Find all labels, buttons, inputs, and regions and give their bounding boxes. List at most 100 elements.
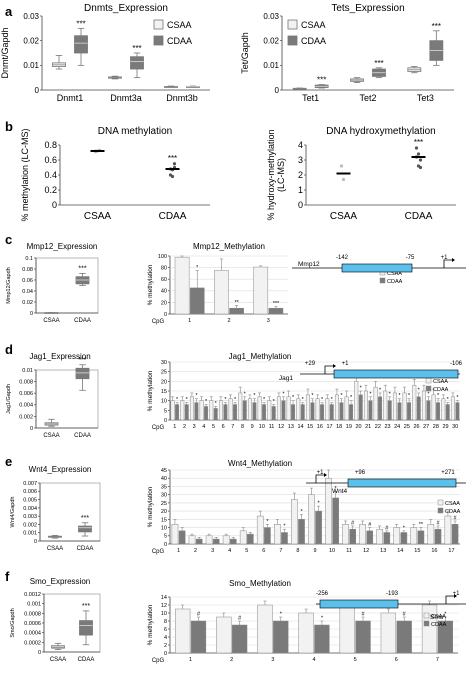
x-tick-label: 12 (278, 424, 284, 430)
x-tick-label: 24 (394, 424, 400, 430)
y-tick-label: 10 (161, 399, 167, 405)
x-tick-label: 1 (173, 424, 176, 430)
significance-label: * (196, 265, 199, 271)
x-tick-label: 11 (269, 424, 275, 430)
significance-label: * (186, 397, 189, 403)
y-tick-label: 0.008 (19, 380, 33, 386)
y-tick-label: 0.04 (22, 289, 33, 295)
chart-title: Dnmts_Expression (84, 3, 168, 14)
y-tick-label: 4 (164, 635, 167, 641)
bar-csaa (450, 396, 455, 421)
x-tick-label: 10 (329, 548, 335, 554)
bar-cdaa (189, 287, 205, 315)
bar-cdaa (310, 402, 315, 421)
bar-cdaa (434, 528, 442, 545)
y-tick-label: 2 (164, 643, 167, 649)
x-tick-label: CSAA (47, 546, 63, 552)
y-tick-label: 0.007 (23, 481, 37, 487)
bar-csaa (354, 381, 359, 421)
chart-title: Jag1_Methylation (229, 352, 292, 361)
significance-label: * (418, 387, 421, 393)
x-tick-label: 4 (202, 424, 205, 430)
y-tick-label: 0.02 (263, 36, 279, 45)
data-point (341, 177, 346, 182)
chart-tets: Tets_Expression 0 0.01 0.02 0.03 Tet/Gapdh Tet… (240, 3, 454, 103)
x-tick-label: 4 (228, 548, 231, 554)
x-tick-label: 1 (189, 657, 192, 663)
significance-label: *** (81, 515, 89, 522)
y-tick-label: 40 (161, 289, 167, 295)
legend-label: CDAA (433, 387, 449, 393)
x-tick-label: 10 (259, 424, 265, 430)
legend-swatch (425, 377, 432, 384)
significance-label: * (398, 393, 401, 399)
x-tick-label: CSAA (50, 657, 66, 663)
bar-csaa (273, 524, 281, 545)
x-tick-label: 3 (193, 424, 196, 430)
bar-csaa (239, 530, 247, 545)
bar-csaa (344, 396, 349, 421)
x-tick-label: CSAA (84, 211, 112, 222)
position-label: +29 (305, 361, 316, 367)
x-tick-label: 5 (245, 548, 248, 554)
y-tick-label: 0.001 (23, 531, 37, 537)
gene-name: Jag1 (279, 375, 293, 382)
legend-label: CSAA (445, 501, 460, 507)
chart-title: Smo_Expression (30, 577, 90, 586)
bar-csaa (267, 400, 272, 421)
y-tick-label: 0 (35, 86, 40, 95)
y-axis-label: % methylation (147, 264, 154, 305)
x-tick-label: CSAA (43, 318, 59, 324)
y-tick-label: 0 (52, 200, 57, 210)
chart-dna_methylation: DNA methylation 0 0.2 0.4 0.6 0.8 % methylatio… (20, 126, 210, 222)
position-label: -75 (406, 255, 415, 261)
data-point (170, 174, 175, 179)
legend-swatch (153, 19, 164, 30)
chart-dna_hydroxymethylation: DNA hydroxymethylation 0 1 2 3 4 % hydroxy-met… (266, 126, 456, 222)
significance-label: * (331, 397, 334, 403)
y-tick-label: 0.0002 (24, 640, 41, 646)
x-tick-label: 7 (436, 657, 439, 663)
bar-cdaa (291, 404, 296, 421)
bar-csaa (214, 270, 229, 315)
x-tick-label: CDAA (77, 546, 94, 552)
bar-csaa (308, 494, 315, 545)
chart-title: Tets_Expression (331, 3, 404, 14)
x-tick-label: CSAA (43, 433, 59, 439)
box (79, 620, 93, 636)
bar-csaa (421, 390, 426, 421)
bar-csaa (256, 515, 264, 545)
y-axis-label: Jag1/Gapdh (6, 384, 12, 414)
bar-csaa (421, 604, 438, 654)
cpg-label: CpG (152, 319, 165, 325)
x-tick-label: Dnmt1 (57, 93, 84, 103)
significance-label: # (351, 520, 355, 526)
bar-csaa (209, 400, 214, 421)
significance-label: * (427, 391, 430, 397)
x-tick-label: 28 (433, 424, 439, 430)
cpg-label: CpG (152, 658, 165, 664)
legend-label: CDAA (431, 622, 447, 628)
tss-arrow-head (324, 473, 327, 477)
x-tick-label: Dnmt3b (166, 93, 198, 103)
significance-label: # (454, 515, 458, 521)
promoter-region (333, 369, 459, 379)
legend-swatch (437, 499, 444, 506)
significance-label: # (368, 522, 372, 528)
y-tick-label: 0.01 (22, 368, 33, 374)
y-tick-label: 0.2 (44, 185, 57, 195)
y-tick-label: 30 (161, 360, 167, 366)
y-axis-label: % methylation (147, 370, 154, 411)
bar-cdaa (233, 404, 238, 421)
x-tick-label: 7 (231, 424, 234, 430)
bar-cdaa (190, 620, 207, 654)
y-tick-label: 0.01 (23, 61, 39, 70)
bar-cdaa (315, 510, 322, 545)
legend-swatch (287, 19, 298, 30)
y-tick-label: 0.0012 (24, 592, 41, 598)
y-axis-label: Dnmt/Gapdh (0, 27, 10, 78)
significance-label: # (385, 525, 389, 531)
bar-csaa (373, 386, 378, 421)
y-tick-label: 0.0006 (24, 621, 41, 627)
